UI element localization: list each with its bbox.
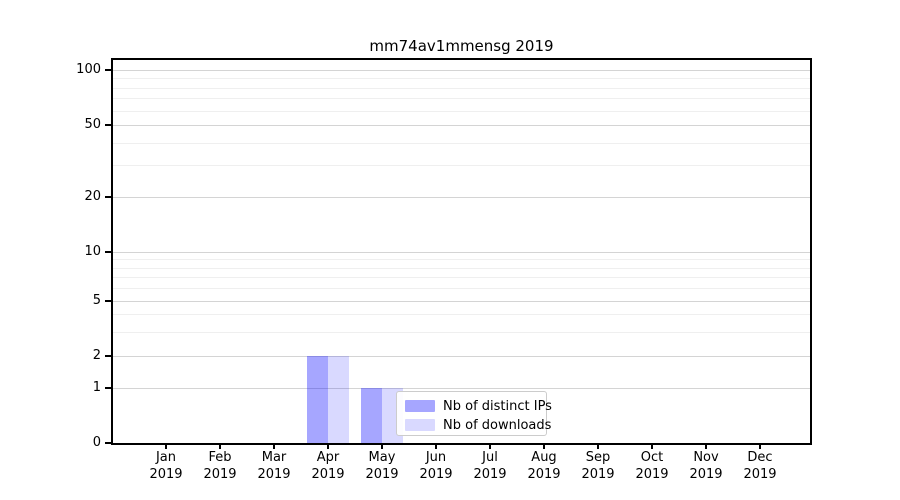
x-tick-label-feb: Feb 2019 — [190, 449, 250, 483]
y-gridline-minor — [113, 111, 810, 112]
y-gridline-minor — [113, 277, 810, 278]
x-tick-month: Apr — [316, 450, 340, 465]
bar-distinct-ips-apr — [307, 356, 328, 443]
x-tick-year: 2019 — [473, 467, 507, 482]
bar-downloads-apr — [328, 356, 349, 443]
legend: Nb of distinct IPs Nb of downloads — [396, 391, 552, 436]
x-tick-year: 2019 — [527, 467, 561, 482]
x-tick-label-jan: Jan 2019 — [136, 449, 196, 483]
x-tick-month: Aug — [531, 450, 557, 465]
x-tick-year: 2019 — [419, 467, 453, 482]
chart-title: mm74av1mmensg 2019 — [369, 37, 554, 55]
x-tick-month: May — [368, 450, 396, 465]
x-tick-month: Jan — [155, 450, 177, 465]
legend-label-distinct-ips: Nb of distinct IPs — [443, 398, 552, 414]
y-tick-label: 2 — [92, 348, 101, 363]
y-tick-mark — [105, 251, 111, 253]
y-tick-mark — [105, 300, 111, 302]
x-tick-year: 2019 — [365, 467, 399, 482]
x-tick-year: 2019 — [257, 467, 291, 482]
y-gridline-major — [113, 197, 810, 198]
x-tick-label-may: May 2019 — [352, 449, 412, 483]
x-tick-label-sep: Sep 2019 — [568, 449, 628, 483]
legend-item-distinct-ips: Nb of distinct IPs — [405, 398, 552, 414]
x-tick-label-apr: Apr 2019 — [298, 449, 358, 483]
x-tick-year: 2019 — [635, 467, 669, 482]
x-tick-year: 2019 — [743, 467, 777, 482]
x-tick-year: 2019 — [311, 467, 345, 482]
x-tick-label-aug: Aug 2019 — [514, 449, 574, 483]
y-gridline-minor — [113, 165, 810, 166]
x-tick-year: 2019 — [689, 467, 723, 482]
legend-swatch-downloads — [405, 419, 435, 431]
y-tick-label: 10 — [84, 244, 101, 259]
legend-label-downloads: Nb of downloads — [443, 417, 552, 433]
y-gridline-major — [113, 125, 810, 126]
y-tick-label: 100 — [76, 62, 101, 77]
x-tick-label-mar: Mar 2019 — [244, 449, 304, 483]
x-tick-mark — [597, 443, 599, 449]
x-tick-month: Sep — [585, 450, 611, 465]
x-tick-label-dec: Dec 2019 — [730, 449, 790, 483]
y-gridline-minor — [113, 88, 810, 89]
x-tick-month: Nov — [693, 450, 719, 465]
y-gridline-major — [113, 356, 810, 357]
x-tick-year: 2019 — [149, 467, 183, 482]
x-tick-mark — [489, 443, 491, 449]
x-tick-label-jun: Jun 2019 — [406, 449, 466, 483]
x-tick-month: Jul — [482, 450, 498, 465]
y-tick-mark — [105, 69, 111, 71]
y-gridline-minor — [113, 314, 810, 315]
plot-area — [113, 60, 810, 443]
x-tick-year: 2019 — [203, 467, 237, 482]
y-gridline-minor — [113, 143, 810, 144]
y-tick-mark — [105, 387, 111, 389]
x-tick-label-jul: Jul 2019 — [460, 449, 520, 483]
x-tick-mark — [651, 443, 653, 449]
y-gridline-minor — [113, 98, 810, 99]
legend-swatch-distinct-ips — [405, 400, 435, 412]
y-gridline-minor — [113, 78, 810, 79]
x-tick-month: Mar — [261, 450, 287, 465]
y-tick-mark — [105, 355, 111, 357]
y-gridline-major — [113, 388, 810, 389]
x-tick-mark — [327, 443, 329, 449]
bar-distinct-ips-may — [361, 388, 382, 443]
x-tick-mark — [165, 443, 167, 449]
y-gridline-minor — [113, 288, 810, 289]
y-tick-label: 1 — [92, 380, 101, 395]
y-tick-label: 50 — [84, 117, 101, 132]
x-tick-month: Jun — [425, 450, 447, 465]
x-tick-month: Oct — [640, 450, 664, 465]
x-tick-mark — [435, 443, 437, 449]
x-tick-mark — [705, 443, 707, 449]
x-tick-label-oct: Oct 2019 — [622, 449, 682, 483]
y-tick-mark — [105, 124, 111, 126]
y-gridline-major — [113, 70, 810, 71]
y-tick-label: 20 — [84, 189, 101, 204]
y-tick-label: 5 — [92, 293, 101, 308]
x-tick-mark — [219, 443, 221, 449]
x-tick-month: Feb — [208, 450, 232, 465]
x-tick-mark — [543, 443, 545, 449]
y-gridline-minor — [113, 332, 810, 333]
x-tick-year: 2019 — [581, 467, 615, 482]
y-gridline-minor — [113, 268, 810, 269]
x-tick-mark — [273, 443, 275, 449]
x-tick-mark — [759, 443, 761, 449]
y-gridline-minor — [113, 259, 810, 260]
y-tick-mark — [105, 196, 111, 198]
x-tick-mark — [381, 443, 383, 449]
legend-item-downloads: Nb of downloads — [405, 417, 551, 433]
x-tick-month: Dec — [747, 450, 773, 465]
y-tick-label: 0 — [92, 435, 101, 450]
y-gridline-major — [113, 252, 810, 253]
y-gridline-major — [113, 301, 810, 302]
y-tick-mark — [105, 442, 111, 444]
x-tick-label-nov: Nov 2019 — [676, 449, 736, 483]
